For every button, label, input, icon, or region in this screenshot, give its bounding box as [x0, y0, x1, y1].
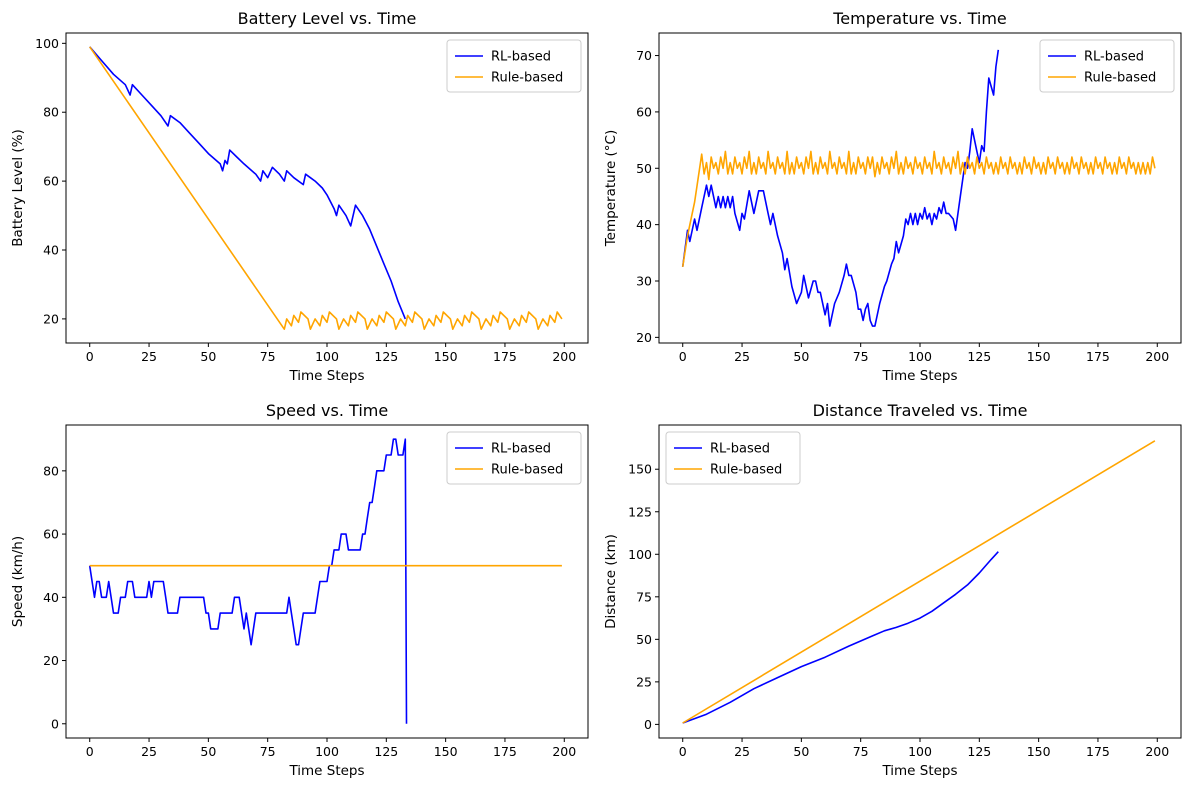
chart-title: Distance Traveled vs. Time [813, 401, 1028, 420]
x-tick-label: 0 [86, 349, 94, 364]
y-tick-label: 50 [636, 632, 652, 647]
x-tick-label: 200 [1145, 744, 1169, 759]
y-tick-label: 60 [636, 104, 652, 119]
chart-title: Temperature vs. Time [832, 9, 1007, 28]
rule-based-line [89, 46, 563, 331]
x-tick-label: 75 [853, 349, 869, 364]
y-axis-label: Speed (km/h) [10, 536, 26, 627]
x-tick-label: 175 [493, 744, 517, 759]
y-tick-label: 60 [43, 527, 59, 542]
y-tick-label: 25 [636, 674, 652, 689]
x-tick-label: 200 [552, 349, 576, 364]
x-tick-label: 125 [967, 349, 991, 364]
y-tick-label: 70 [636, 48, 652, 63]
y-tick-label: 150 [628, 462, 652, 477]
y-tick-label: 40 [43, 590, 59, 605]
x-tick-label: 25 [734, 349, 750, 364]
y-tick-label: 50 [636, 161, 652, 176]
y-tick-label: 80 [43, 463, 59, 478]
rule-based-line [682, 440, 1156, 724]
legend-label: RL-based [491, 442, 551, 457]
rl-based-line [682, 551, 999, 724]
y-tick-label: 0 [644, 717, 652, 732]
x-tick-label: 125 [967, 744, 991, 759]
rl-based-line [681, 49, 1000, 327]
y-tick-label: 60 [43, 174, 59, 189]
y-tick-label: 100 [628, 547, 652, 562]
y-tick-label: 20 [43, 311, 59, 326]
x-tick-label: 50 [793, 349, 809, 364]
x-tick-label: 125 [374, 744, 398, 759]
x-tick-label: 150 [434, 349, 458, 364]
x-axis-label: Time Steps [881, 368, 957, 384]
x-tick-label: 25 [734, 744, 750, 759]
x-tick-label: 25 [141, 744, 157, 759]
x-tick-label: 25 [141, 349, 157, 364]
x-tick-label: 175 [1086, 744, 1110, 759]
legend-label: Rule-based [1084, 71, 1156, 86]
chart-title: Battery Level vs. Time [238, 9, 417, 28]
y-axis-label: Distance (km) [603, 534, 619, 629]
rl-based-line [89, 46, 407, 320]
x-tick-label: 100 [315, 744, 339, 759]
legend-label: Rule-based [491, 71, 563, 86]
x-axis-label: Time Steps [881, 763, 957, 779]
chart-1: 0 25 50 75 100 125 150 175 200 20 40 60 80 100 Battery… [10, 9, 589, 384]
x-tick-label: 175 [493, 349, 517, 364]
legend-label: RL-based [491, 50, 551, 65]
legend-label: RL-based [710, 442, 770, 457]
x-tick-label: 200 [552, 744, 576, 759]
x-tick-label: 0 [86, 744, 94, 759]
x-tick-label: 75 [260, 349, 276, 364]
legend-box [446, 39, 582, 93]
chart-2: 0 25 50 75 100 125 150 175 200 20 30 40 50 60 70 Temper… [603, 9, 1182, 384]
y-tick-label: 20 [43, 653, 59, 668]
legend-label: RL-based [1084, 50, 1144, 65]
x-tick-label: 100 [908, 744, 932, 759]
y-tick-label: 75 [636, 589, 652, 604]
y-tick-label: 125 [628, 504, 652, 519]
rule-based-line [681, 150, 1156, 268]
y-tick-label: 0 [51, 716, 59, 731]
y-tick-label: 30 [636, 274, 652, 289]
x-tick-label: 75 [853, 744, 869, 759]
x-tick-label: 50 [200, 744, 216, 759]
y-axis-label: Battery Level (%) [10, 129, 26, 247]
chart-3: 0 25 50 75 100 125 150 175 200 0 20 40 60 80 Speed vs.… [10, 401, 589, 779]
y-tick-label: 80 [43, 105, 59, 120]
legend: RL-based Rule-based [446, 39, 582, 93]
legend-box [1039, 39, 1175, 93]
legend: RL-based Rule-based [1039, 39, 1175, 93]
x-tick-label: 50 [793, 744, 809, 759]
legend-box [665, 431, 801, 485]
y-axis-label: Temperature (°C) [603, 130, 619, 248]
y-tick-label: 40 [43, 243, 59, 258]
y-tick-label: 20 [636, 330, 652, 345]
legend: RL-based Rule-based [665, 431, 801, 485]
x-tick-label: 100 [908, 349, 932, 364]
y-tick-label: 40 [636, 217, 652, 232]
legend-label: Rule-based [491, 463, 563, 478]
x-tick-label: 75 [260, 744, 276, 759]
x-tick-label: 0 [679, 744, 687, 759]
legend: RL-based Rule-based [446, 431, 582, 485]
chart-title: Speed vs. Time [266, 401, 388, 420]
legend-box [446, 431, 582, 485]
rl-based-line [88, 438, 408, 724]
x-tick-label: 50 [200, 349, 216, 364]
x-tick-label: 0 [679, 349, 687, 364]
y-tick-label: 100 [35, 36, 59, 51]
x-tick-label: 125 [374, 349, 398, 364]
x-tick-label: 150 [434, 744, 458, 759]
x-tick-label: 175 [1086, 349, 1110, 364]
x-tick-label: 200 [1145, 349, 1169, 364]
x-axis-label: Time Steps [288, 368, 364, 384]
chart-4: 0 25 50 75 100 125 150 175 200 0 25 50 75 100 125 150 Di… [603, 401, 1182, 779]
x-axis-label: Time Steps [288, 763, 364, 779]
x-tick-label: 100 [315, 349, 339, 364]
x-tick-label: 150 [1027, 349, 1051, 364]
x-tick-label: 150 [1027, 744, 1051, 759]
legend-label: Rule-based [710, 463, 782, 478]
